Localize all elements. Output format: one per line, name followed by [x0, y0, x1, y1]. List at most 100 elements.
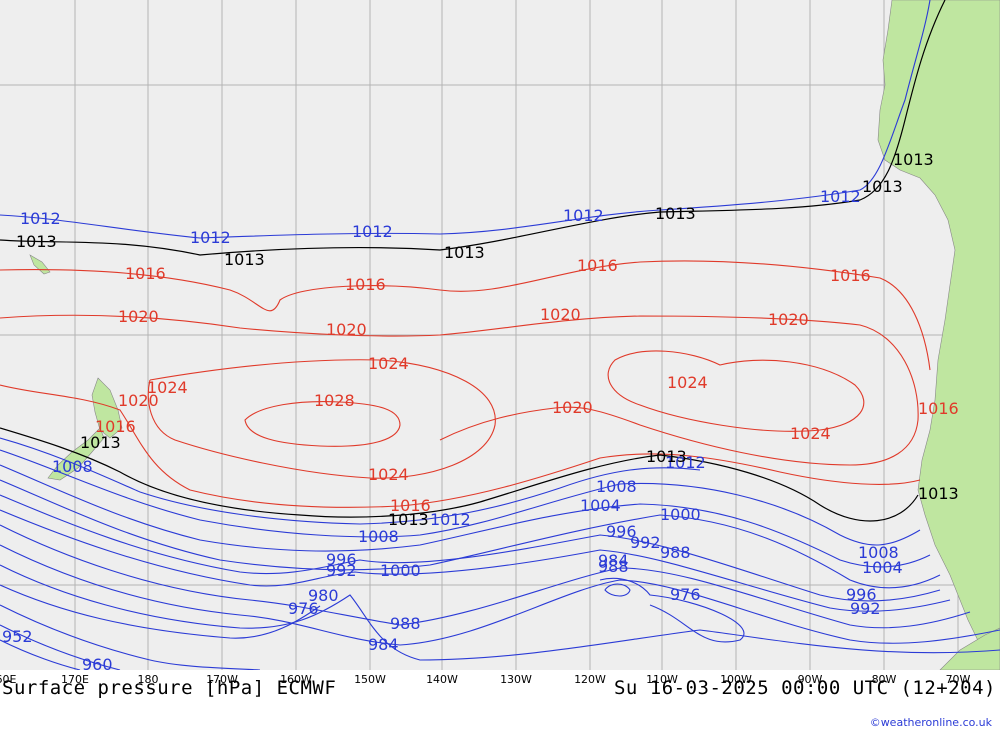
- isobar-1024-west: [147, 359, 496, 479]
- label-1000: 1000: [660, 505, 701, 524]
- label-1012: 1012: [563, 206, 604, 225]
- isobar-1020: [0, 314, 919, 466]
- label-992: 992: [326, 561, 357, 580]
- isobar-960: [0, 604, 261, 670]
- label-1013: 1013: [80, 433, 121, 452]
- label-996: 996: [326, 550, 357, 569]
- lon-label: 160W: [280, 673, 312, 686]
- isobar-1012-south: [0, 437, 701, 525]
- new-zealand-north-island: [91, 377, 123, 439]
- label-1008: 1008: [52, 457, 93, 476]
- isobar-976-low: [599, 577, 745, 643]
- isobar-1013-north: [0, 0, 946, 256]
- isobar-1024-east: [607, 350, 865, 432]
- isobar-976: [0, 584, 321, 639]
- isobar-labels: 1012 1012 1012 1012 1012 1012 1012 1013 …: [2, 150, 959, 670]
- isobar-980: [0, 564, 1000, 661]
- lon-label: 130W: [500, 673, 532, 686]
- label-1008: 1008: [596, 477, 637, 496]
- label-1024: 1024: [147, 378, 188, 397]
- isobar-984: [0, 544, 1000, 646]
- label-1013: 1013: [918, 484, 959, 503]
- isobar-low-circle: [604, 583, 631, 597]
- label-988: 988: [598, 557, 629, 576]
- label-984: 984: [368, 635, 399, 654]
- label-1013: 1013: [655, 204, 696, 223]
- lon-label: 70W: [945, 673, 971, 686]
- label-1024: 1024: [368, 354, 409, 373]
- label-1013: 1013: [16, 232, 57, 251]
- new-zealand-south-island: [47, 427, 105, 481]
- label-1020: 1020: [540, 305, 581, 324]
- graticule: [0, 0, 1000, 670]
- valid-time: Su 16-03-2025 00:00 UTC (12+204): [613, 677, 996, 699]
- lon-label: 80W: [871, 673, 897, 686]
- isobar-1004: [0, 464, 931, 568]
- label-976: 976: [670, 585, 701, 604]
- label-1008: 1008: [858, 543, 899, 562]
- label-1024: 1024: [790, 424, 831, 443]
- lon-label: 150W: [354, 673, 386, 686]
- label-1020: 1020: [118, 391, 159, 410]
- lon-label: 170W: [206, 673, 238, 686]
- label-992: 992: [850, 599, 881, 618]
- south-america-landmass: [877, 0, 1000, 670]
- label-1013: 1013: [893, 150, 934, 169]
- label-1016: 1016: [345, 275, 386, 294]
- lon-label: 180: [137, 673, 159, 686]
- label-1016: 1016: [390, 496, 431, 515]
- lon-label: 120W: [574, 673, 606, 686]
- label-1016: 1016: [95, 417, 136, 436]
- label-1013: 1013: [224, 250, 265, 269]
- label-1024: 1024: [368, 465, 409, 484]
- label-960: 960: [82, 655, 113, 670]
- isobar-1008: [0, 449, 921, 546]
- label-988: 988: [390, 614, 421, 633]
- label-1012: 1012: [665, 453, 706, 472]
- label-1013: 1013: [862, 177, 903, 196]
- isobar-952: [0, 624, 121, 670]
- label-980: 980: [308, 586, 339, 605]
- isobar-996: [0, 494, 941, 602]
- land: [29, 0, 1000, 670]
- isobar-south-extra: [0, 639, 81, 670]
- label-1012: 1012: [20, 209, 61, 228]
- label-996: 996: [606, 522, 637, 541]
- label-1012: 1012: [430, 510, 471, 529]
- label-1020: 1020: [118, 307, 159, 326]
- label-1024: 1024: [667, 373, 708, 392]
- label-1016: 1016: [918, 399, 959, 418]
- lon-label: 90W: [797, 673, 823, 686]
- chart-title: Surface pressure [hPa] ECMWF: [2, 677, 337, 699]
- label-1013: 1013: [646, 447, 687, 466]
- credit-link[interactable]: ©weatheronline.co.uk: [869, 716, 992, 729]
- lon-label: 60E: [0, 673, 17, 686]
- isobar-1013-south: [0, 427, 919, 522]
- label-1000: 1000: [380, 561, 421, 580]
- label-992: 992: [630, 533, 661, 552]
- label-1020: 1020: [326, 320, 367, 339]
- lon-label: 140W: [426, 673, 458, 686]
- label-996: 996: [846, 585, 877, 604]
- pressure-map: 1012 1012 1012 1012 1012 1012 1012 1013 …: [0, 0, 1000, 670]
- label-1012: 1012: [190, 228, 231, 247]
- lon-label: 170E: [61, 673, 89, 686]
- label-976: 976: [288, 599, 319, 618]
- label-1013: 1013: [388, 510, 429, 529]
- isobar-988: [0, 524, 971, 629]
- isobar-1016-north: [0, 260, 931, 371]
- label-1012: 1012: [352, 222, 393, 241]
- lon-label: 100W: [720, 673, 752, 686]
- label-1008: 1008: [358, 527, 399, 546]
- label-988: 988: [660, 543, 691, 562]
- isobar-1028: [244, 401, 401, 447]
- label-1016: 1016: [577, 256, 618, 275]
- isobars: [0, 0, 1000, 670]
- label-1013: 1013: [444, 243, 485, 262]
- label-1028: 1028: [314, 391, 355, 410]
- isobar-992: [0, 509, 951, 612]
- label-1020: 1020: [768, 310, 809, 329]
- label-952: 952: [2, 627, 33, 646]
- label-1012: 1012: [820, 187, 861, 206]
- isobar-1000: [0, 479, 941, 589]
